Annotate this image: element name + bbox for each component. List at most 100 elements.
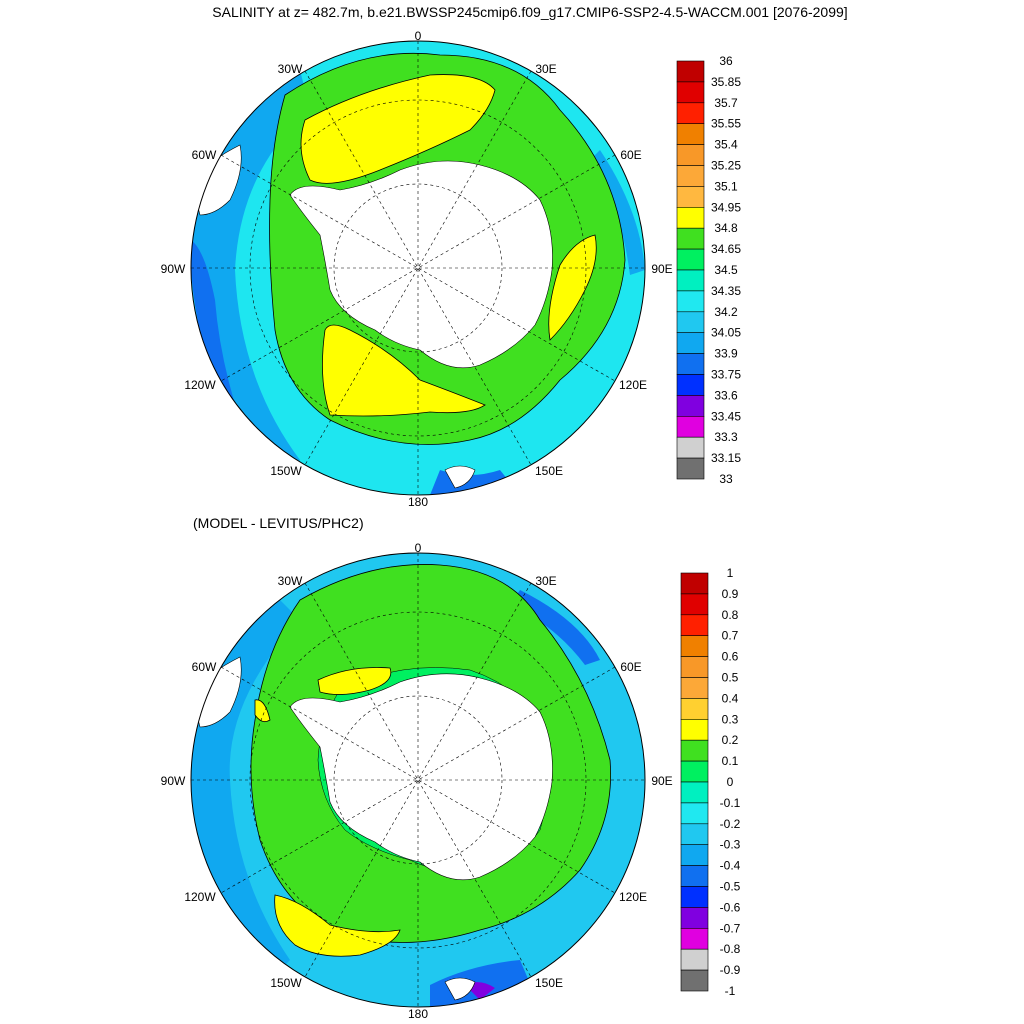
colorbar-tick-label: 34.65 [711,242,741,256]
colorbar-swatch [680,718,709,741]
colorbar-tick-label: 34.2 [714,305,738,319]
colorbar-tick-label: 35.4 [714,138,738,152]
colorbar-swatch [680,927,709,950]
colorbar-tick-label: -0.3 [720,838,741,852]
colorbar-swatch [676,186,705,208]
colorbar-swatch [680,572,709,595]
colorbar-swatch [676,102,705,125]
colorbar-swatch [680,969,709,992]
lon-label-30w: 30W [278,62,303,76]
colorbar-swatch [676,457,705,480]
colorbar-swatch [676,436,705,459]
lon-label-120e: 120E [619,378,647,392]
colorbar-swatch [676,227,705,250]
salinity-colorbar: 36 35.85 35.7 35.55 35.4 35.25 35.1 34.95 34.8 34… [676,54,741,486]
colorbar-tick-label: -0.4 [720,859,741,873]
colorbar-swatch [680,844,709,866]
lon-label-30e: 30E [535,62,556,76]
difference-colorbar: 1 0.9 0.8 0.7 0.6 0.5 0.4 0.3 0.2 0.1 0 -0.1 -0.2 -0.… [680,566,741,998]
colorbar-tick-label: 34.8 [714,221,738,235]
lon-label-0: 0 [415,29,422,43]
difference-subtitle: (MODEL - LEVITUS/PHC2) [193,515,364,531]
colorbar-swatch [676,248,705,271]
lon-label-120e: 120E [619,890,647,904]
colorbar-swatch [680,635,709,657]
colorbar-tick-label: 35.25 [711,159,741,173]
colorbar-tick-label: 33.9 [714,347,738,361]
lon-label-90e: 90E [651,774,672,788]
colorbar-tick-label: 1 [727,566,734,580]
colorbar-tick-label: -0.2 [720,817,741,831]
lon-label-180: 180 [408,1007,428,1021]
colorbar-tick-label: 35.55 [711,117,741,131]
colorbar-tick-label: 35.7 [714,96,738,110]
colorbar-swatch [676,395,705,417]
colorbar-swatch [676,144,705,166]
colorbar-swatch [676,332,705,354]
colorbar-tick-label: 0.1 [722,754,739,768]
colorbar-tick-label: -0.5 [720,880,741,894]
colorbar-swatch [680,593,709,616]
colorbar-tick-label: 35.1 [714,179,738,193]
colorbar-swatch [676,81,705,104]
colorbar-tick-label: 0.3 [722,712,739,726]
colorbar-tick-label: 35.85 [711,75,741,89]
lon-label-120w: 120W [184,890,216,904]
lon-label-90w: 90W [161,774,186,788]
colorbar-tick-label: 33.15 [711,451,741,465]
salinity-map: 0 30E 60E 90E 120E 150E 180 150W 120W 90… [161,29,673,509]
longitude-labels-bottom: 0 30E 60E 90E 120E 150E 180 150W 120W 90… [161,541,673,1021]
lon-label-150e: 150E [535,464,563,478]
colorbar-tick-label: 0.4 [722,691,739,705]
colorbar-swatch [680,948,709,971]
colorbar-swatch [680,781,709,804]
lon-label-90e: 90E [651,262,672,276]
lon-label-30e: 30E [535,574,556,588]
lon-label-150w: 150W [270,976,302,990]
figure-title: SALINITY at z= 482.7m, b.e21.BWSSP245cmi… [212,4,847,20]
lon-label-150e: 150E [535,976,563,990]
lon-label-60w: 60W [192,660,217,674]
colorbar-swatch [680,739,709,762]
colorbar-swatch [676,165,705,187]
colorbar-tick-label: -0.8 [720,942,741,956]
colorbar-tick-label: 0 [727,775,734,789]
colorbar-swatch [680,677,709,699]
colorbar-tick-label: 0.8 [722,608,739,622]
colorbar-swatch [680,907,709,929]
colorbar-tick-label: 34.35 [711,284,741,298]
colorbar-swatch [676,353,705,375]
colorbar-swatch [676,60,705,83]
colorbar-tick-label: 34.05 [711,326,741,340]
colorbar-tick-label: 36 [719,54,733,68]
colorbar-tick-label: 33 [719,472,733,486]
lon-label-60w: 60W [192,148,217,162]
colorbar-tick-label: 0.2 [722,733,739,747]
lon-label-60e: 60E [620,660,641,674]
lon-label-0: 0 [415,541,422,555]
difference-map: 0 30E 60E 90E 120E 150E 180 150W 120W 90… [161,541,673,1021]
colorbar-tick-label: 34.95 [711,200,741,214]
colorbar-swatch [676,415,705,438]
lon-label-30w: 30W [278,574,303,588]
colorbar-tick-label: -0.1 [720,796,741,810]
colorbar-swatch [676,207,705,229]
lon-label-120w: 120W [184,378,216,392]
colorbar-swatch [680,760,709,783]
colorbar-tick-label: 0.7 [722,629,739,643]
colorbar-swatch [680,614,709,636]
colorbar-swatch [680,823,709,845]
colorbar-tick-label: 33.45 [711,409,741,423]
colorbar-swatch [680,886,709,908]
colorbar-swatch [676,290,705,313]
colorbar-tick-label: 0.9 [722,587,739,601]
colorbar-swatch [676,269,705,292]
colorbar-swatch [680,865,709,887]
longitude-labels-top: 0 30E 60E 90E 120E 150E 180 150W 120W 90… [161,29,673,509]
colorbar-swatch [676,311,705,333]
colorbar-tick-label: -0.7 [720,921,741,935]
lon-label-150w: 150W [270,464,302,478]
colorbar-tick-label: 33.6 [714,388,738,402]
colorbar-swatch [676,123,705,145]
